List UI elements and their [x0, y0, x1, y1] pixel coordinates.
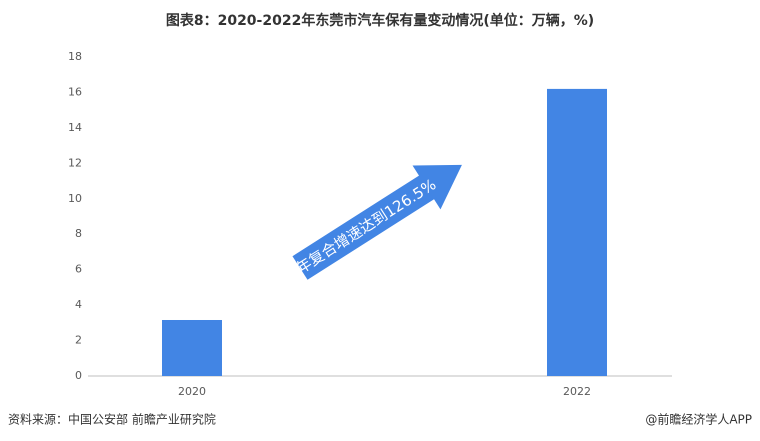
growth-arrow: 年复合增速达到126.5% — [292, 164, 462, 280]
arrow-shape — [292, 164, 462, 280]
x-tick-label: 2022 — [563, 385, 591, 398]
bar — [547, 88, 607, 377]
bar — [162, 319, 222, 376]
y-tick-label: 18 — [68, 50, 82, 63]
source: 资料来源：中国公安部 前瞻产业研究院 — [8, 412, 216, 427]
y-tick-label: 0 — [75, 369, 82, 382]
y-tick-label: 6 — [75, 263, 82, 276]
x-tick-label: 2020 — [178, 385, 206, 398]
y-tick-label: 14 — [68, 121, 82, 134]
y-tick-label: 16 — [68, 85, 82, 98]
chart-title: 图表8：2020-2022年东莞市汽车保有量变动情况(单位：万辆，%) — [166, 12, 594, 29]
y-tick-label: 12 — [68, 156, 82, 169]
y-tick-label: 10 — [68, 192, 82, 205]
y-tick-label: 8 — [75, 227, 82, 240]
annotation: 年复合增速达到126.5% — [293, 175, 439, 277]
y-tick-label: 4 — [75, 298, 82, 311]
footer: @前瞻经济学人APP — [645, 412, 752, 427]
y-tick-label: 2 — [75, 334, 82, 347]
